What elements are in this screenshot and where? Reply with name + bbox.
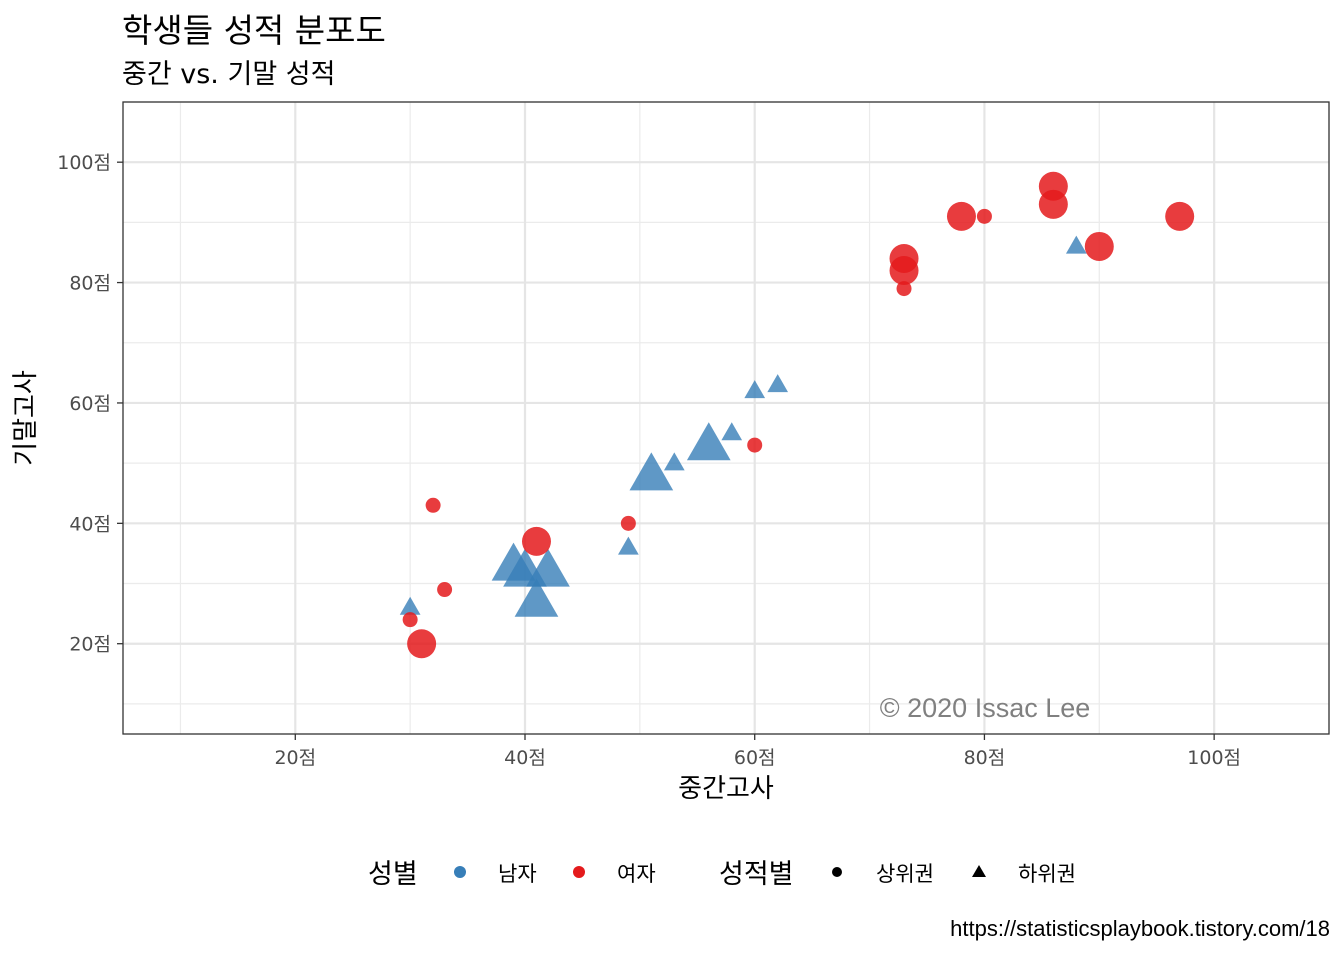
legend-label-female: 여자 — [617, 862, 656, 886]
y-tick-label: 20점 — [69, 634, 111, 656]
legend-label-bottom-rank: 하위권 — [1018, 862, 1076, 886]
data-point — [767, 374, 789, 393]
data-point — [744, 380, 766, 399]
y-tick-label: 100점 — [57, 152, 111, 174]
x-axis-ticks: 20점 40점 60점 80점 100점 — [274, 734, 1241, 769]
source-caption: https://statisticsplaybook.tistory.com/1… — [950, 916, 1330, 941]
data-point — [1165, 201, 1195, 231]
data-point — [425, 497, 441, 513]
x-tick-label: 100점 — [1187, 747, 1241, 769]
data-point — [721, 422, 743, 441]
data-point — [663, 452, 685, 471]
y-tick-label: 40점 — [69, 513, 111, 535]
data-point — [399, 596, 421, 615]
data-point — [437, 582, 453, 598]
legend-key-female-dot — [573, 866, 585, 878]
data-point — [686, 422, 731, 461]
x-tick-label: 20점 — [274, 747, 316, 769]
y-tick-label: 80점 — [69, 273, 111, 295]
panel-border — [122, 101, 1330, 735]
data-points — [399, 171, 1195, 659]
chart-title: 학생들 성적 분포도 — [122, 11, 386, 50]
data-point — [629, 452, 674, 491]
chart-subtitle: 중간 vs. 기말 성적 — [122, 59, 336, 90]
data-point — [889, 256, 919, 286]
data-point — [521, 526, 551, 556]
data-point — [402, 612, 418, 628]
data-point — [407, 629, 437, 659]
legend: 성별 남자 여자 성적별 상위권 하위권 — [0, 850, 1344, 894]
watermark-annotation: © 2020 Issac Lee — [880, 693, 1091, 723]
data-point — [526, 548, 570, 587]
x-axis-title: 중간고사 — [678, 774, 774, 804]
y-axis-title: 기말고사 — [11, 370, 41, 466]
data-point — [1065, 235, 1087, 254]
data-point — [896, 281, 912, 297]
x-tick-label: 80점 — [964, 747, 1006, 769]
data-point — [618, 536, 639, 555]
legend-key-male-dot — [454, 866, 466, 878]
x-tick-label: 60점 — [734, 747, 776, 769]
legend-key-triangle-icon — [972, 865, 986, 877]
legend-key-circle-icon — [832, 867, 842, 877]
major-gridlines — [123, 102, 1329, 734]
data-point — [514, 578, 559, 617]
data-point — [946, 201, 976, 231]
legend-label-top-rank: 상위권 — [876, 862, 934, 886]
legend-shape-title: 성적별 — [719, 859, 794, 890]
y-tick-label: 60점 — [69, 393, 111, 415]
data-point — [620, 515, 636, 531]
y-axis-ticks: 20점 40점 60점 80점 100점 — [57, 152, 123, 656]
x-tick-label: 40점 — [504, 747, 546, 769]
data-point — [976, 208, 992, 224]
data-point — [1038, 189, 1068, 219]
legend-label-male: 남자 — [498, 862, 537, 886]
data-point — [747, 437, 763, 453]
legend-color-title: 성별 — [368, 859, 418, 890]
minor-gridlines — [123, 101, 1330, 734]
data-point — [1084, 231, 1114, 261]
